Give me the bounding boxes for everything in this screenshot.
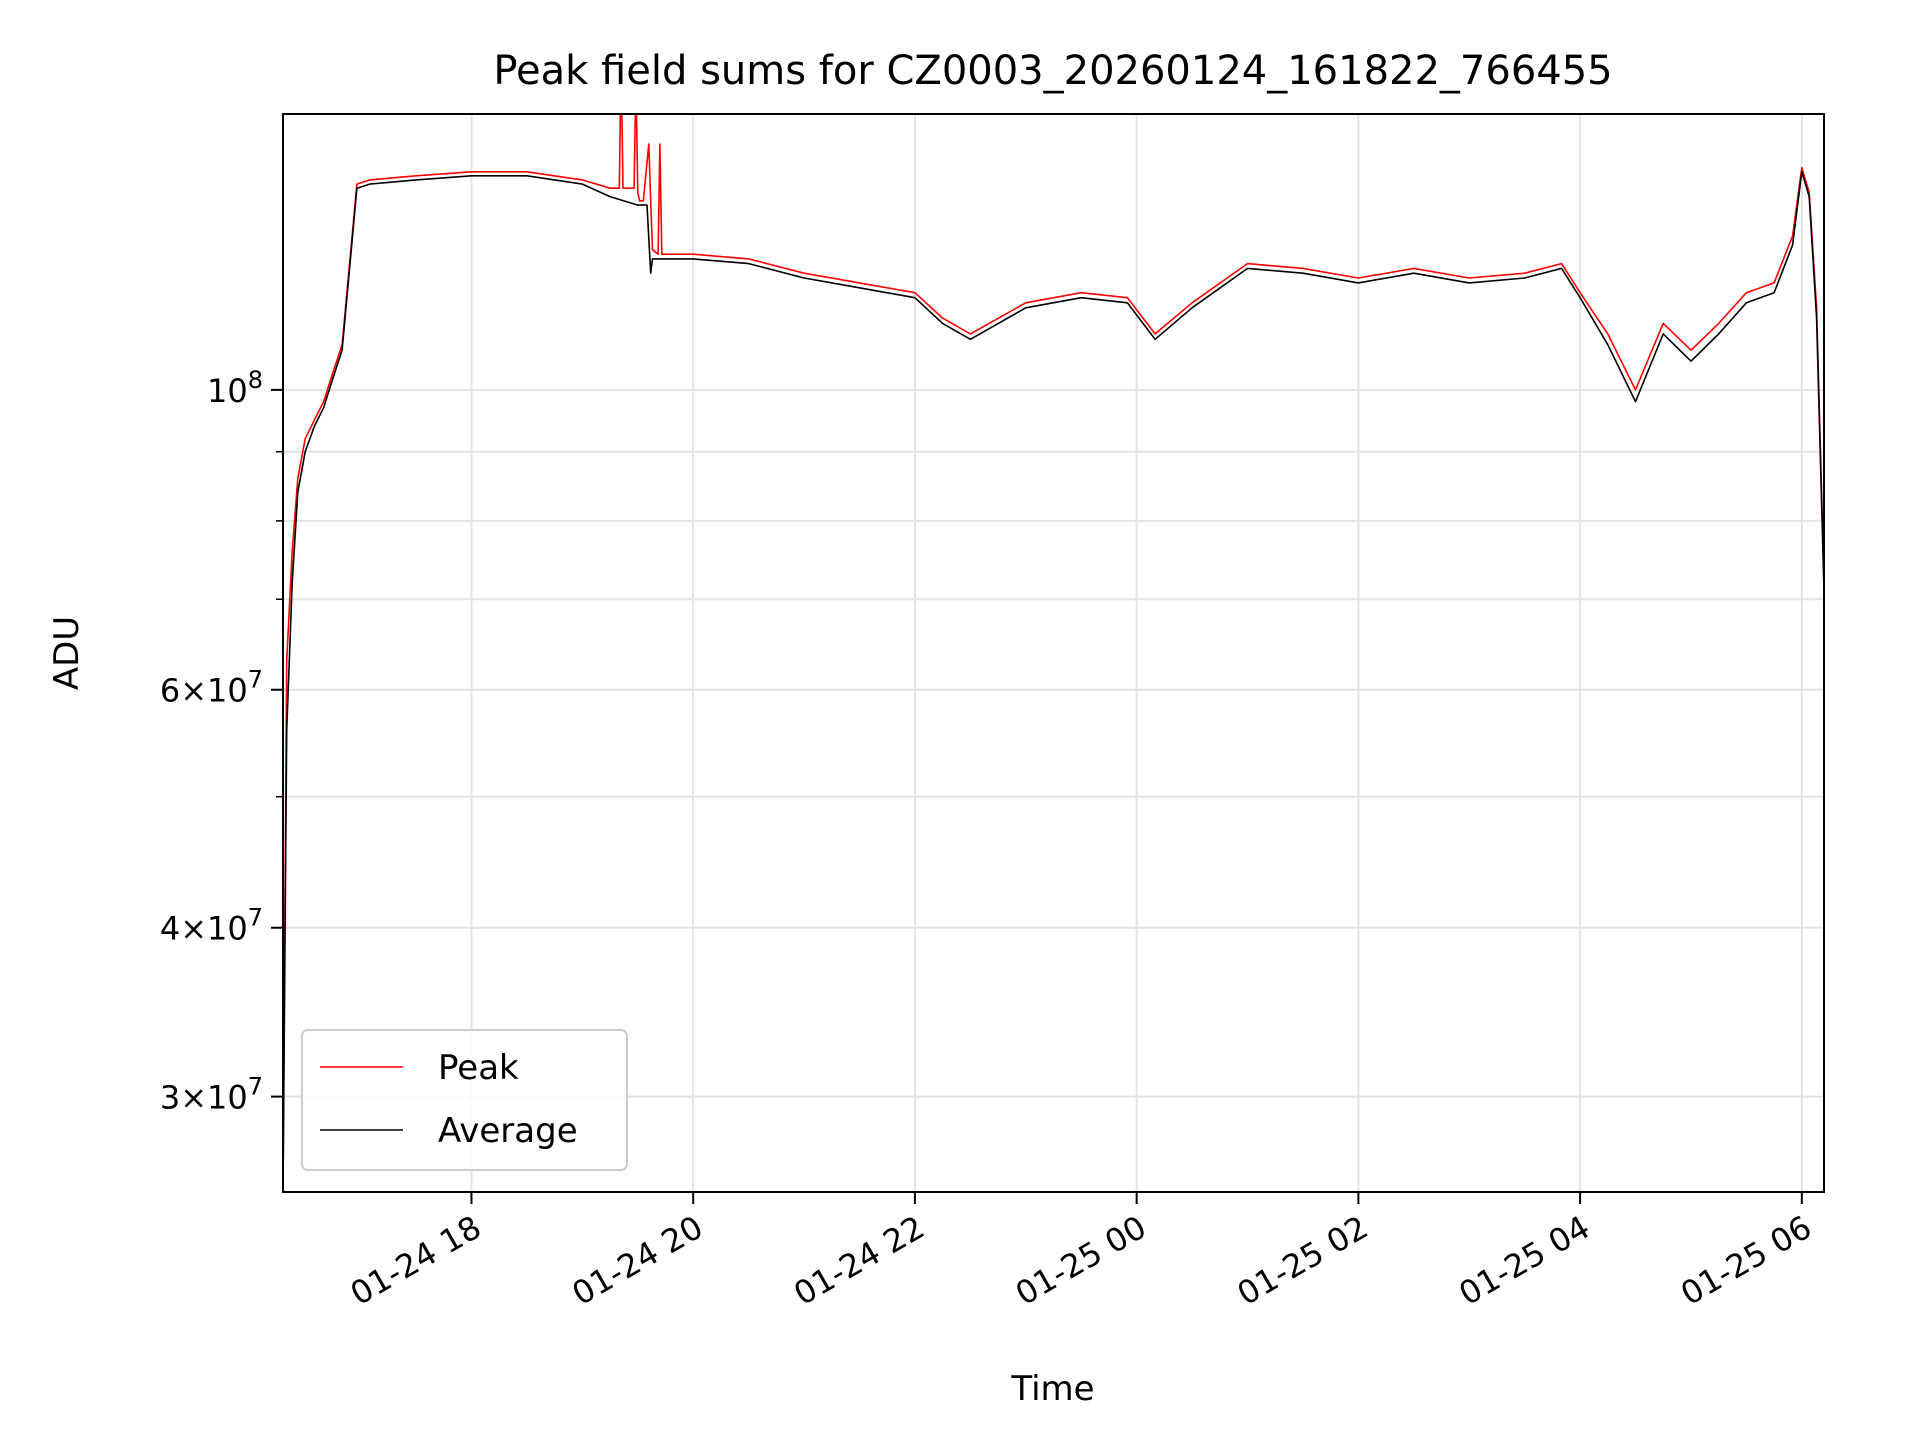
y-axis: 108 6×107 4×107 3×107 [160,366,283,1117]
axes-frame [282,113,1825,1193]
legend: Peak Average [301,1029,628,1171]
series-line-peak [283,114,1824,1190]
y-tick-label: 108 [207,366,263,410]
legend-label-average: Average [438,1111,578,1151]
y-tick-label: 4×107 [160,904,263,948]
y-tick-label: 6×107 [160,666,263,710]
chart-title: Peak field sums for CZ0003_20260124_1618… [493,48,1612,94]
y-axis-label: ADU [47,616,87,690]
legend-label-peak: Peak [438,1048,519,1088]
legend-box [301,1029,628,1171]
series-line-average [283,171,1824,1192]
y-tick-label: 3×107 [160,1073,263,1117]
x-axis-label: Time [1010,1369,1094,1409]
plot-area [283,114,1824,1192]
